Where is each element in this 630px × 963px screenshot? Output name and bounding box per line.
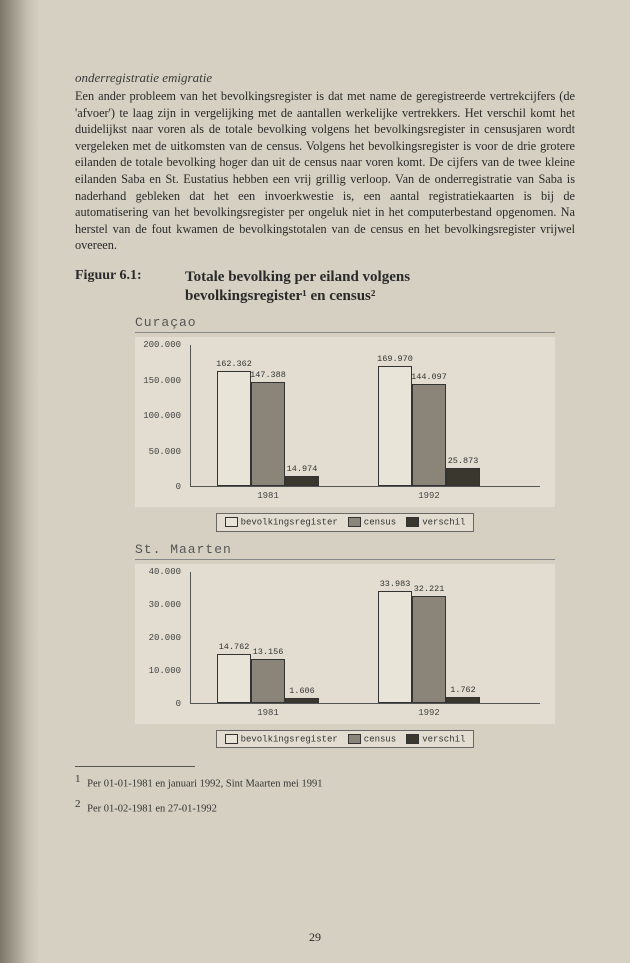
bar xyxy=(412,596,446,702)
bar xyxy=(251,382,285,487)
bar-value-label: 1.762 xyxy=(450,685,476,695)
bar xyxy=(378,591,412,703)
chart-stmaarten: St. Maarten 0 10.000 20.000 30.000 40.000 14.… xyxy=(135,542,555,748)
bar xyxy=(446,468,480,486)
y-tick-label: 30.000 xyxy=(149,600,181,610)
footnote-2: 2 Per 01-02-1981 en 27-01-1992 xyxy=(75,798,575,815)
legend-label: bevolkingsregister xyxy=(241,734,338,744)
x-tick-label: 1981 xyxy=(257,491,279,501)
body-paragraph: Een ander probleem van het bevolkingsreg… xyxy=(75,88,575,254)
legend-label: census xyxy=(364,734,396,744)
bar-value-label: 14.974 xyxy=(287,464,318,474)
legend-swatch xyxy=(225,734,238,744)
chart2-island-name: St. Maarten xyxy=(135,542,555,557)
footnote-2-num: 2 xyxy=(75,798,81,810)
legend-item: verschil xyxy=(406,517,465,527)
section-heading: onderregistratie emigratie xyxy=(75,70,575,86)
legend-label: verschil xyxy=(422,518,465,528)
y-tick-label: 150.000 xyxy=(143,376,181,386)
chart-curacao: Curaçao 0 50.000 100.000 150.000 200.000 162.… xyxy=(135,315,555,531)
legend-label: bevolkingsregister xyxy=(241,518,338,528)
chart1-island-name: Curaçao xyxy=(135,315,555,330)
legend-item: bevolkingsregister xyxy=(225,734,338,744)
y-tick-label: 0 xyxy=(176,699,181,709)
legend-label: census xyxy=(364,518,396,528)
bar-value-label: 13.156 xyxy=(253,647,284,657)
bar xyxy=(285,698,319,703)
chart2-legend: bevolkingsregister census verschil xyxy=(216,730,475,748)
plot-region: 14.76213.1561.606198133.98332.2211.76219… xyxy=(190,572,540,704)
figure-label: Figuur 6.1: xyxy=(75,268,185,284)
chart1-area: 0 50.000 100.000 150.000 200.000 162.362147.3… xyxy=(135,337,555,507)
page-number: 29 xyxy=(309,930,321,945)
chart1-legend: bevolkingsregister census verschil xyxy=(216,513,475,531)
figure-title-line1: Totale bevolking per eiland volgens xyxy=(185,269,410,285)
bar xyxy=(285,476,319,487)
y-tick-label: 10.000 xyxy=(149,666,181,676)
figure-title: Totale bevolking per eiland volgens bevo… xyxy=(185,268,410,306)
figure-heading-row: Figuur 6.1: Totale bevolking per eiland … xyxy=(75,268,575,306)
page: onderregistratie emigratie Een ander pro… xyxy=(0,0,630,963)
bar-value-label: 33.983 xyxy=(380,579,411,589)
chart2-underline xyxy=(135,559,555,560)
bar xyxy=(446,697,480,703)
bar-value-label: 147.388 xyxy=(250,370,286,380)
bar-value-label: 144.097 xyxy=(411,372,447,382)
footnote-1: 1 Per 01-01-1981 en januari 1992, Sint M… xyxy=(75,773,575,790)
figure-title-line2: bevolkingsregister¹ en census² xyxy=(185,288,375,304)
y-axis: 050.000100.000150.000200.000 xyxy=(135,337,185,487)
bar-value-label: 14.762 xyxy=(219,642,250,652)
bar xyxy=(378,366,412,487)
chart1-underline xyxy=(135,332,555,333)
legend-swatch xyxy=(225,517,238,527)
legend-swatch xyxy=(348,517,361,527)
bar-value-label: 32.221 xyxy=(414,584,445,594)
legend-swatch xyxy=(348,734,361,744)
bar-value-label: 1.606 xyxy=(289,686,315,696)
footnote-rule xyxy=(75,766,195,767)
footnote-1-text: Per 01-01-1981 en januari 1992, Sint Maa… xyxy=(87,779,322,790)
bar-value-label: 25.873 xyxy=(448,456,479,466)
y-tick-label: 20.000 xyxy=(149,633,181,643)
footnote-1-num: 1 xyxy=(75,773,81,785)
y-tick-label: 200.000 xyxy=(143,340,181,350)
bar xyxy=(217,371,251,486)
bar-value-label: 162.362 xyxy=(216,359,252,369)
plot-region: 162.362147.38814.9741981169.970144.09725… xyxy=(190,345,540,487)
legend-swatch xyxy=(406,734,419,744)
x-tick-label: 1981 xyxy=(257,708,279,718)
legend-swatch xyxy=(406,517,419,527)
legend-label: verschil xyxy=(422,734,465,744)
bar xyxy=(251,659,285,702)
bar xyxy=(412,384,446,486)
legend-item: census xyxy=(348,517,396,527)
bar-value-label: 169.970 xyxy=(377,354,413,364)
bar xyxy=(217,654,251,703)
y-axis: 010.00020.00030.00040.000 xyxy=(135,564,185,704)
y-tick-label: 40.000 xyxy=(149,567,181,577)
y-tick-label: 0 xyxy=(176,482,181,492)
legend-item: bevolkingsregister xyxy=(225,517,338,527)
footnote-2-text: Per 01-02-1981 en 27-01-1992 xyxy=(87,803,217,814)
x-tick-label: 1992 xyxy=(418,491,440,501)
x-tick-label: 1992 xyxy=(418,708,440,718)
chart2-area: 0 10.000 20.000 30.000 40.000 14.76213.156 1.6… xyxy=(135,564,555,724)
legend-item: census xyxy=(348,734,396,744)
y-tick-label: 100.000 xyxy=(143,411,181,421)
y-tick-label: 50.000 xyxy=(149,447,181,457)
legend-item: verschil xyxy=(406,734,465,744)
